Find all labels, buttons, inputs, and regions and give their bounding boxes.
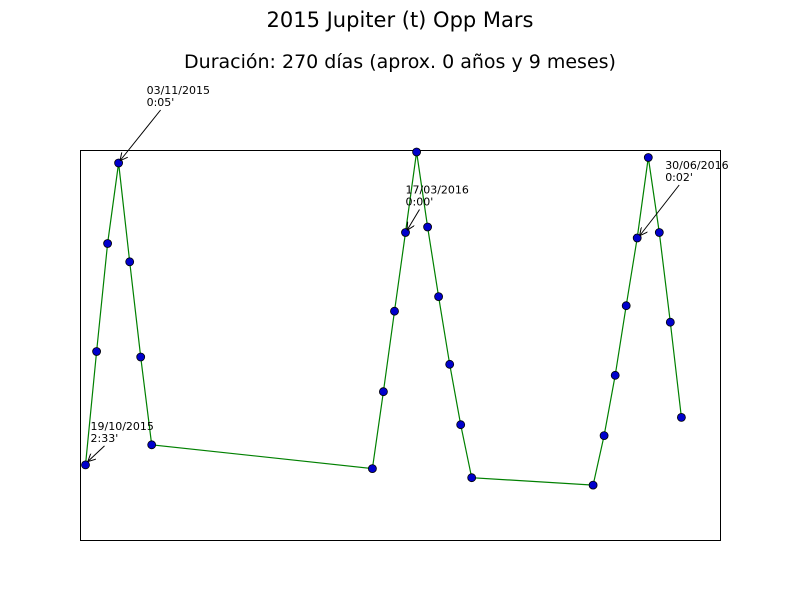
chart-subtitle: Duración: 270 días (aprox. 0 años y 9 me…: [184, 51, 616, 73]
data-point: [610, 370, 620, 380]
data-point: [92, 347, 101, 356]
data-point: [445, 359, 455, 369]
annotation-arrow: [121, 109, 161, 160]
data-point: [621, 301, 631, 311]
annotation-date: 30/06/2016: [665, 159, 728, 172]
annotation-date: 03/11/2015: [147, 84, 210, 97]
data-point: [412, 147, 422, 157]
annotation-time: 0:05': [147, 96, 175, 109]
annotation-time: 0:00': [406, 196, 434, 209]
annotation-arrow: [640, 184, 680, 235]
data-point: [125, 257, 135, 267]
series-line-group: [84, 151, 682, 486]
annotation-date: 19/10/2015: [91, 420, 154, 433]
data-point: [665, 317, 675, 327]
data-point: [401, 228, 410, 237]
series-line: [84, 151, 682, 486]
data-point: [654, 228, 664, 237]
data-point: [81, 460, 90, 470]
data-point: [588, 480, 598, 490]
data-point: [367, 464, 377, 474]
plot-frame: [80, 150, 721, 541]
annotation-arrow: [408, 209, 420, 230]
data-point: [434, 292, 444, 302]
data-point: [114, 158, 123, 168]
data-point: [103, 239, 112, 248]
data-point: [467, 473, 477, 483]
annotation-date: 17/03/2016: [406, 184, 469, 197]
chart-title: 2015 Jupiter (t) Opp Mars: [266, 8, 534, 32]
data-point: [632, 233, 642, 243]
data-point: [643, 153, 653, 162]
data-point: [390, 306, 399, 316]
annotation-time: 2:33': [91, 432, 119, 445]
data-point: [378, 387, 388, 397]
data-point: [677, 412, 686, 422]
data-point: [423, 222, 433, 232]
data-point: [456, 420, 466, 430]
data-points-group: [81, 147, 686, 490]
annotation-time: 0:02': [665, 171, 693, 184]
data-point: [147, 440, 157, 450]
annotation-arrow: [89, 445, 105, 461]
data-point: [136, 352, 146, 362]
data-point: [599, 431, 609, 441]
